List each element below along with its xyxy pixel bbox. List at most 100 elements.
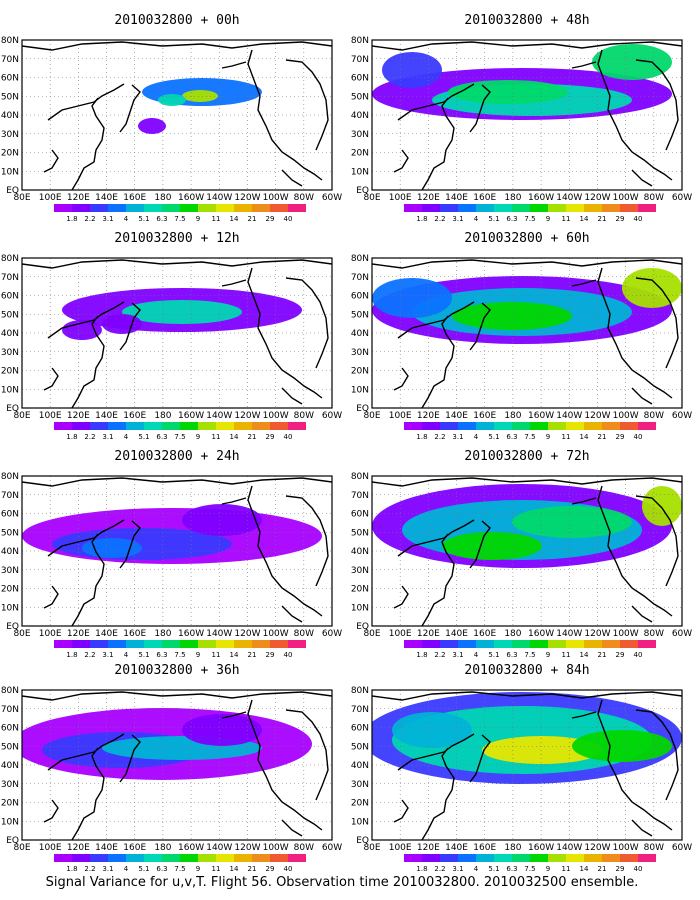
coastline — [119, 734, 141, 783]
colorbar-swatch-6 — [512, 204, 530, 212]
lat-tick-label: 70N — [1, 55, 19, 65]
variance-blob-3 — [512, 506, 632, 538]
variance-blob-2 — [482, 736, 602, 764]
lat-tick-label: EQ — [356, 836, 369, 846]
colorbar-label: 40 — [284, 433, 293, 441]
colorbar-swatch-0 — [404, 204, 422, 212]
lat-tick-label: 80N — [1, 472, 19, 482]
colorbar-swatch-1 — [72, 640, 90, 648]
coastlines — [22, 259, 332, 408]
colorbar-label: 2.2 — [434, 215, 445, 223]
colorbar-label: 4 — [124, 651, 129, 659]
lon-tick-label: 60W — [322, 411, 342, 421]
colorbar-label: 14 — [580, 433, 589, 441]
lat-tick-label: 50N — [351, 528, 369, 538]
lon-tick-label: 60W — [322, 843, 342, 853]
colorbar-label: 5.1 — [488, 865, 499, 873]
colorbar-label: 1.8 — [66, 215, 77, 223]
colorbar-swatch-5 — [494, 640, 512, 648]
variance-blob-3 — [102, 314, 142, 334]
colorbar-label: 40 — [634, 433, 643, 441]
colorbar-label: 11 — [562, 865, 571, 873]
variance-field — [62, 288, 302, 340]
colorbar-label: 3.1 — [452, 865, 463, 873]
colorbar-label: 29 — [616, 651, 625, 659]
colorbar-label: 40 — [634, 215, 643, 223]
colorbar-label: 14 — [230, 865, 239, 873]
map-panel-0: 2010032800 + 00h 80N 70N 60N 50N 40N 30N 20N 10N… — [1, 13, 342, 223]
coastline — [43, 367, 59, 391]
coastlines — [372, 41, 682, 190]
coastline — [397, 733, 475, 771]
lat-tick-label: 80N — [1, 686, 19, 696]
colorbar-swatch-4 — [126, 204, 144, 212]
lon-tick-label: 160E — [473, 193, 496, 203]
coastline — [393, 367, 409, 391]
lon-tick-label: 80E — [13, 843, 30, 853]
map-panel-6: 2010032800 + 36h 80N 70N 60N 50N 40N 30N 20N 10N… — [1, 663, 342, 873]
lon-tick-label: 80W — [294, 411, 314, 421]
lon-tick-label: 80W — [294, 629, 314, 639]
lat-tick-label: 30N — [1, 780, 19, 790]
colorbar-label: 21 — [598, 215, 607, 223]
lat-tick-label: 10N — [351, 817, 369, 827]
lat-tick-label: EQ — [6, 404, 19, 414]
colorbar-swatch-1 — [422, 204, 440, 212]
colorbar-swatch-3 — [458, 422, 476, 430]
lon-tick-label: 100E — [389, 411, 412, 421]
coastline — [119, 84, 141, 133]
lon-tick-label: 100W — [263, 193, 289, 203]
colorbar-swatch-3 — [108, 854, 126, 862]
lon-tick-label: 80E — [13, 629, 30, 639]
colorbar-label: 14 — [580, 215, 589, 223]
colorbar-label: 21 — [598, 651, 607, 659]
coastline — [285, 495, 329, 587]
colorbar-label: 5.1 — [488, 651, 499, 659]
lat-tick-label: 60N — [351, 74, 369, 84]
lon-tick-label: 160E — [123, 629, 146, 639]
lon-tick-label: 120E — [417, 411, 440, 421]
variance-field — [372, 484, 682, 568]
colorbar-swatch-7 — [530, 640, 548, 648]
coastline — [285, 277, 329, 369]
map-panel-1: 2010032800 + 48h 80N 70N 60N 50N 40N 30N 20N 10N… — [351, 13, 692, 223]
lon-tick-label: 80W — [644, 411, 664, 421]
colorbar-label: 14 — [580, 865, 589, 873]
colorbar-swatch-7 — [530, 422, 548, 430]
colorbar-label: 6.3 — [156, 865, 167, 873]
coastline — [43, 585, 59, 609]
lat-tick-label: 10N — [351, 603, 369, 613]
lon-tick-label: 120E — [417, 843, 440, 853]
colorbar-label: 1.8 — [416, 433, 427, 441]
lat-tick-label: 10N — [1, 603, 19, 613]
colorbar: 1.8 2.2 3.1 4 5.1 6.3 7.5 9 11 14 21 29 40 — [404, 854, 656, 873]
coastline — [281, 387, 303, 405]
coastline — [221, 711, 247, 719]
colorbar-swatch-8 — [198, 640, 216, 648]
lon-tick-label: 160W — [178, 843, 204, 853]
lon-tick-label: 60W — [672, 843, 692, 853]
lat-tick-label: 50N — [1, 92, 19, 102]
coastline — [635, 709, 679, 801]
lon-tick-label: 180 — [504, 193, 521, 203]
colorbar-swatch-2 — [440, 854, 458, 862]
variance-blob-3 — [138, 118, 166, 134]
lat-tick-label: 10N — [1, 167, 19, 177]
colorbar-swatch-6 — [162, 422, 180, 430]
lon-tick-label: 80W — [294, 193, 314, 203]
colorbar-label: 21 — [598, 865, 607, 873]
colorbar-swatch-11 — [602, 204, 620, 212]
coastlines — [372, 477, 682, 626]
lat-tick-label: 80N — [351, 686, 369, 696]
coastline — [597, 699, 673, 831]
lon-tick-label: 140E — [445, 629, 468, 639]
colorbar-swatch-2 — [440, 422, 458, 430]
colorbar-swatch-10 — [584, 422, 602, 430]
colorbar-label: 4 — [474, 865, 479, 873]
lon-tick-label: 80E — [363, 193, 380, 203]
lon-tick-label: 160W — [178, 411, 204, 421]
colorbar-label: 14 — [230, 215, 239, 223]
colorbar-swatch-9 — [566, 854, 584, 862]
lon-tick-label: 120E — [67, 843, 90, 853]
colorbar-label: 9 — [196, 865, 200, 873]
